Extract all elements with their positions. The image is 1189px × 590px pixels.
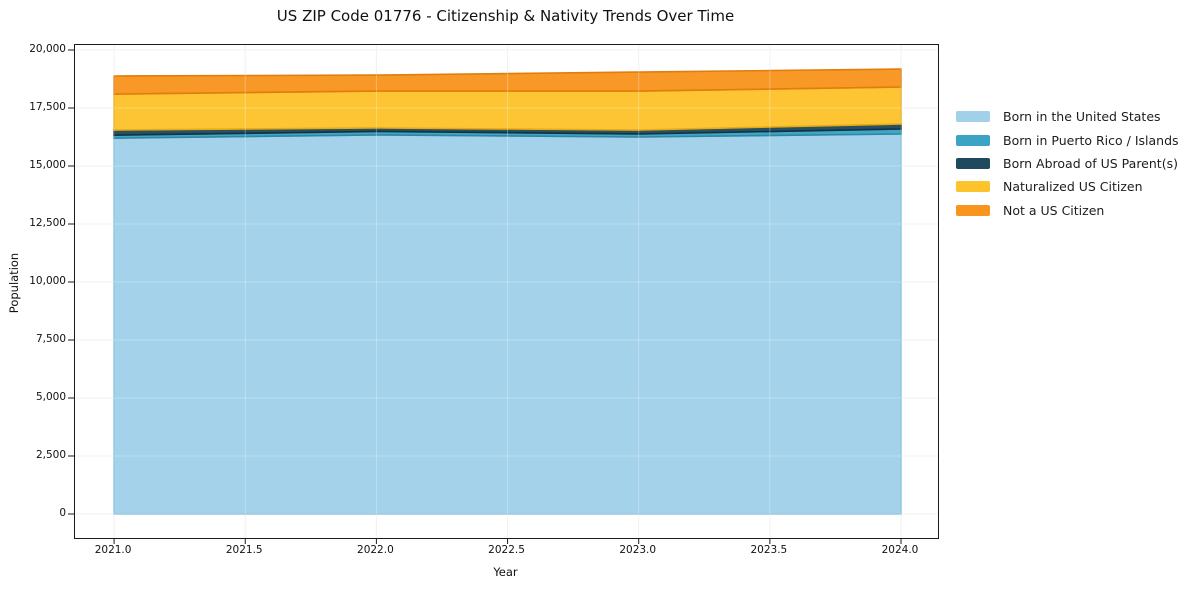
x-tick-label: 2021.5 <box>225 544 263 556</box>
legend: Born in the United States Born in Puerto… <box>956 105 1179 222</box>
y-tick-label: 15,000 <box>29 159 66 171</box>
legend-swatch-born-abroad-icon <box>956 157 990 169</box>
x-tick-label: 2022.5 <box>488 544 525 556</box>
y-tick-label: 0 <box>59 507 66 519</box>
y-tick-label: 2,500 <box>35 449 66 461</box>
legend-label: Born Abroad of US Parent(s) <box>1003 155 1178 171</box>
legend-label: Naturalized US Citizen <box>1003 179 1143 195</box>
legend-item: Born in Puerto Rico / Islands <box>956 128 1179 151</box>
legend-swatch-naturalized-icon <box>956 181 990 193</box>
y-tick-label: 12,500 <box>29 217 66 229</box>
x-tick-label: 2024.0 <box>881 544 919 556</box>
y-tick-label: 5,000 <box>35 391 66 403</box>
legend-item: Not a US Citizen <box>956 199 1179 222</box>
area-not-a-us-citizen <box>113 68 902 95</box>
x-tick-label: 2021.0 <box>94 544 132 556</box>
legend-swatch-puerto-rico-icon <box>956 134 990 146</box>
x-tick-label: 2023.5 <box>750 544 788 556</box>
legend-swatch-not-citizen-icon <box>956 204 990 216</box>
legend-item: Naturalized US Citizen <box>956 175 1179 198</box>
legend-label: Born in the United States <box>1003 109 1161 125</box>
y-tick-label: 10,000 <box>29 275 66 287</box>
y-tick-label: 17,500 <box>29 101 66 113</box>
legend-item: Born Abroad of US Parent(s) <box>956 152 1179 175</box>
legend-swatch-born-us-icon <box>956 111 990 123</box>
stacked-area-chart <box>68 45 938 544</box>
legend-label: Not a US Citizen <box>1003 202 1105 218</box>
x-axis-label: Year <box>493 565 518 579</box>
legend-item: Born in the United States <box>956 105 1179 128</box>
y-tick-label: 20,000 <box>29 43 66 55</box>
plot-area <box>68 44 939 544</box>
y-tick-label: 7,500 <box>35 333 66 345</box>
legend-label: Born in Puerto Rico / Islands <box>1003 132 1179 148</box>
x-tick-label: 2022.0 <box>357 544 394 556</box>
x-tick-label: 2023.0 <box>619 544 657 556</box>
chart-title: US ZIP Code 01776 - Citizenship & Nativi… <box>276 7 735 25</box>
